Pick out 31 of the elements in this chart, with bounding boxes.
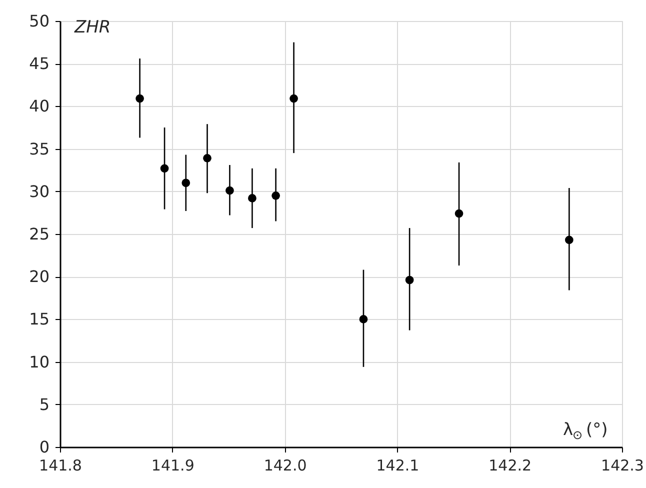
y-tick-label: 35 — [29, 139, 50, 158]
point — [203, 154, 212, 162]
y-tick-label: 50 — [29, 12, 50, 30]
y-axis-title: ZHR — [74, 18, 111, 38]
point — [405, 276, 414, 284]
y-tick-label: 5 — [39, 394, 50, 414]
point — [160, 164, 169, 173]
x-tick-label: 142.3 — [601, 456, 644, 474]
y-tick-label: 15 — [29, 310, 50, 329]
y-tick-label: 20 — [29, 267, 50, 286]
point — [248, 194, 256, 202]
point — [272, 191, 280, 200]
x-axis-title: λ⊙ (°) — [563, 420, 608, 442]
x-tick-label: 142.0 — [264, 456, 307, 474]
y-tick-label: 40 — [29, 96, 50, 116]
point — [290, 94, 298, 103]
point — [454, 209, 464, 218]
point — [182, 178, 190, 188]
y-tick-label: 25 — [29, 224, 50, 244]
point — [136, 94, 144, 103]
x-tick-label: 142.2 — [488, 456, 532, 474]
x-tick-label: 142.1 — [376, 456, 420, 474]
y-tick-label: 45 — [29, 54, 50, 74]
y-tick-label: 10 — [29, 352, 50, 372]
x-tick-label: 141.8 — [39, 456, 82, 474]
point — [564, 236, 574, 244]
point — [359, 315, 368, 324]
point — [226, 186, 234, 195]
y-tick-label: 0 — [39, 438, 50, 456]
x-tick-label: 141.9 — [151, 456, 194, 474]
y-tick-label: 30 — [29, 182, 50, 201]
